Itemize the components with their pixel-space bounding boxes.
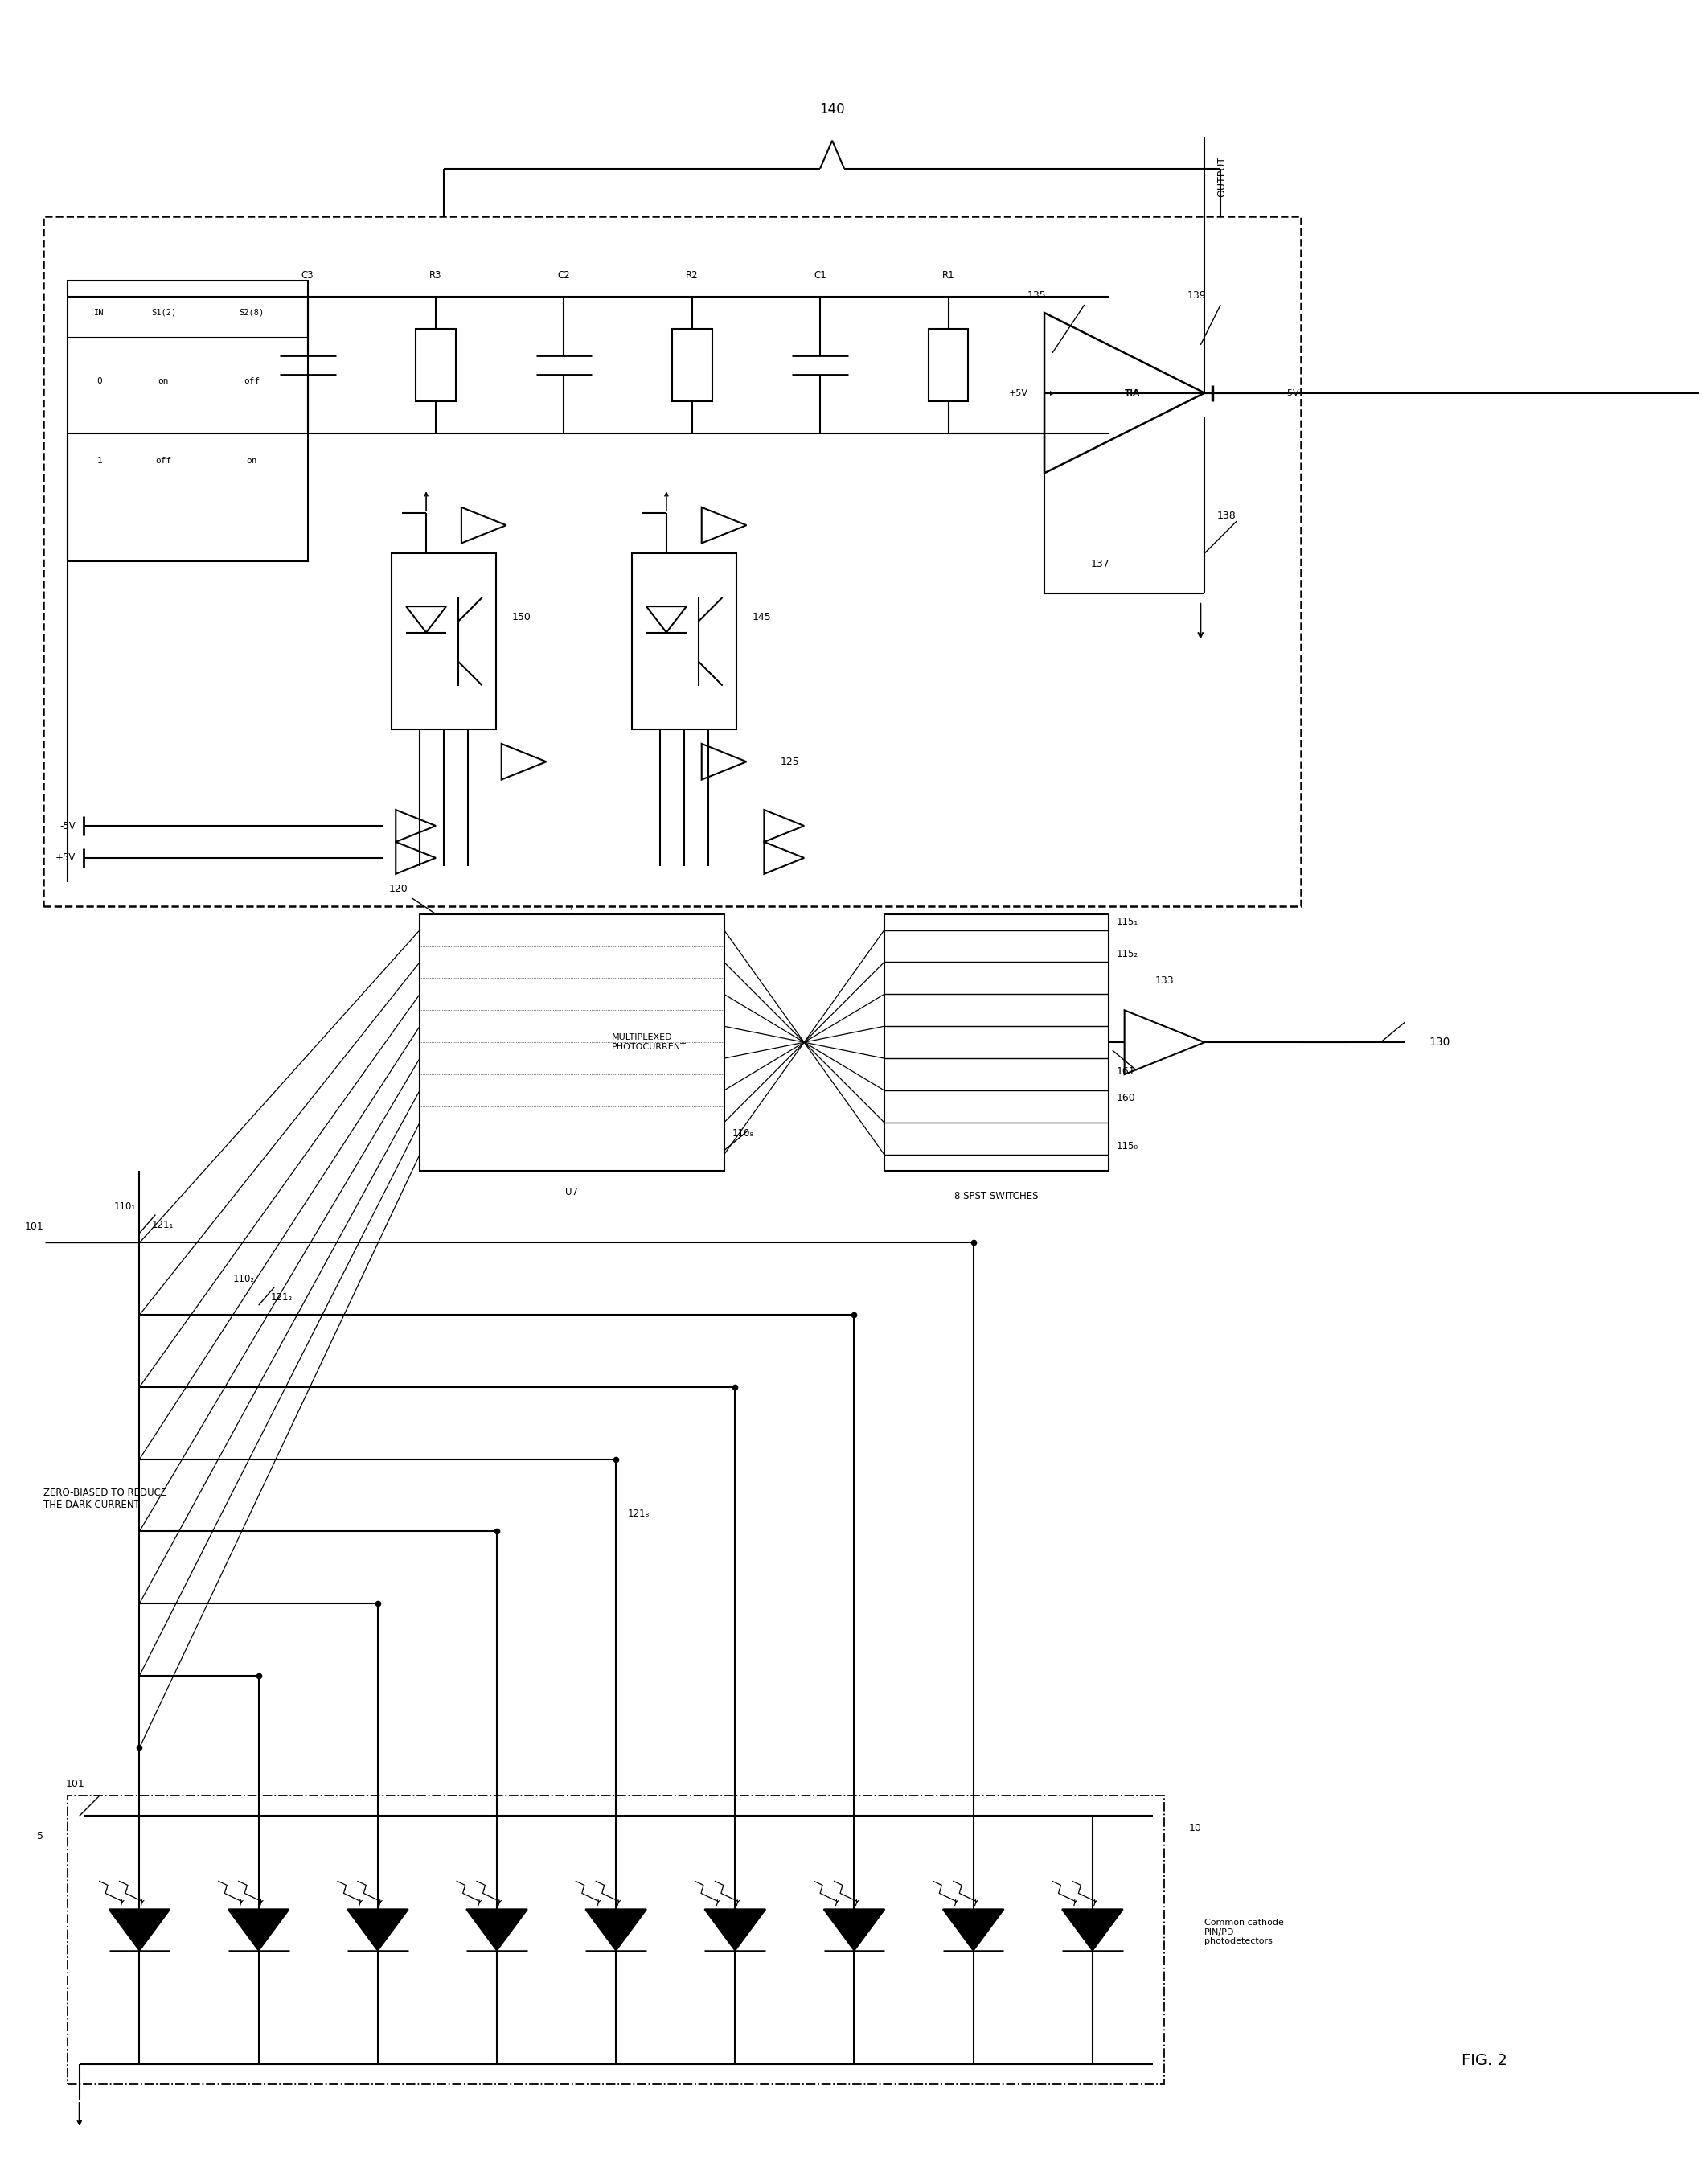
Text: on: on (247, 456, 257, 465)
Text: off: off (155, 456, 172, 465)
Bar (68, 282, 308, 561)
Text: 135: 135 (1026, 290, 1047, 301)
Text: 110₈: 110₈ (732, 1129, 754, 1138)
Text: IN: IN (94, 308, 104, 317)
Bar (928, 330, 968, 402)
Text: S1(2): S1(2) (151, 308, 175, 317)
Polygon shape (347, 1909, 408, 1950)
Text: 110₁: 110₁ (114, 1201, 136, 1212)
Text: 120: 120 (388, 885, 408, 893)
Text: C3: C3 (301, 271, 313, 282)
Text: 115₈: 115₈ (1117, 1142, 1139, 1151)
Text: 140: 140 (819, 103, 844, 116)
Bar (672, 330, 711, 402)
Text: 110₂: 110₂ (233, 1273, 255, 1284)
Text: 121₈: 121₈ (628, 1509, 650, 1520)
Text: ZERO-BIASED TO REDUCE
THE DARK CURRENT: ZERO-BIASED TO REDUCE THE DARK CURRENT (43, 1487, 167, 1511)
Polygon shape (228, 1909, 289, 1950)
Bar (391, 553, 495, 729)
Text: TIA: TIA (1125, 389, 1140, 397)
Text: FIG. 2: FIG. 2 (1462, 2053, 1508, 2068)
Text: MULTIPLEXED
PHOTOCURRENT: MULTIPLEXED PHOTOCURRENT (613, 1033, 686, 1051)
Polygon shape (824, 1909, 885, 1950)
Text: R1: R1 (941, 271, 955, 282)
Text: C2: C2 (558, 271, 570, 282)
Text: 121₁: 121₁ (151, 1221, 174, 1232)
Text: OUTPUT: OUTPUT (1217, 155, 1227, 197)
Bar (68, 1795, 1164, 2084)
Text: 10: 10 (1188, 1824, 1202, 1832)
Polygon shape (705, 1909, 766, 1950)
Text: R2: R2 (686, 271, 698, 282)
Text: S2(8): S2(8) (238, 308, 264, 317)
Bar (885, 915, 1108, 1171)
Text: 138: 138 (1217, 511, 1236, 522)
Text: R3: R3 (429, 271, 443, 282)
Bar (415, 330, 456, 402)
Polygon shape (466, 1909, 528, 1950)
Bar (420, 915, 723, 1171)
Text: 0: 0 (97, 378, 102, 384)
Text: 115₁: 115₁ (1117, 917, 1139, 928)
Text: 145: 145 (752, 612, 771, 622)
Text: 125: 125 (780, 756, 800, 767)
Text: 130: 130 (1428, 1037, 1450, 1048)
Polygon shape (1062, 1909, 1123, 1950)
Polygon shape (585, 1909, 647, 1950)
Text: 8 SPST SWITCHES: 8 SPST SWITCHES (955, 1190, 1038, 1201)
Text: C1: C1 (814, 271, 827, 282)
Text: 115₂: 115₂ (1117, 948, 1139, 959)
Text: +5V: +5V (1009, 389, 1028, 397)
Bar (43, 216, 1300, 906)
Text: on: on (158, 378, 168, 384)
Text: U7: U7 (565, 1186, 579, 1197)
Text: -5V: -5V (1285, 389, 1300, 397)
Text: 150: 150 (512, 612, 531, 622)
Text: 121₂: 121₂ (271, 1293, 293, 1304)
Text: 160: 160 (1117, 1094, 1135, 1103)
Polygon shape (943, 1909, 1004, 1950)
Text: 101: 101 (66, 1778, 85, 1789)
Text: 137: 137 (1091, 559, 1110, 570)
Text: 133: 133 (1156, 976, 1174, 987)
Text: 101: 101 (24, 1221, 43, 1232)
Text: 5: 5 (37, 1830, 43, 1841)
Text: 139: 139 (1186, 290, 1207, 301)
Text: 1: 1 (97, 456, 102, 465)
Text: 161: 161 (1117, 1066, 1135, 1077)
Polygon shape (109, 1909, 170, 1950)
Text: -5V: -5V (60, 821, 75, 832)
Text: Common cathode
PIN/PD
photodetectors: Common cathode PIN/PD photodetectors (1205, 1920, 1283, 1946)
Text: +5V: +5V (54, 852, 75, 863)
Text: off: off (243, 378, 260, 384)
Bar (631, 553, 735, 729)
